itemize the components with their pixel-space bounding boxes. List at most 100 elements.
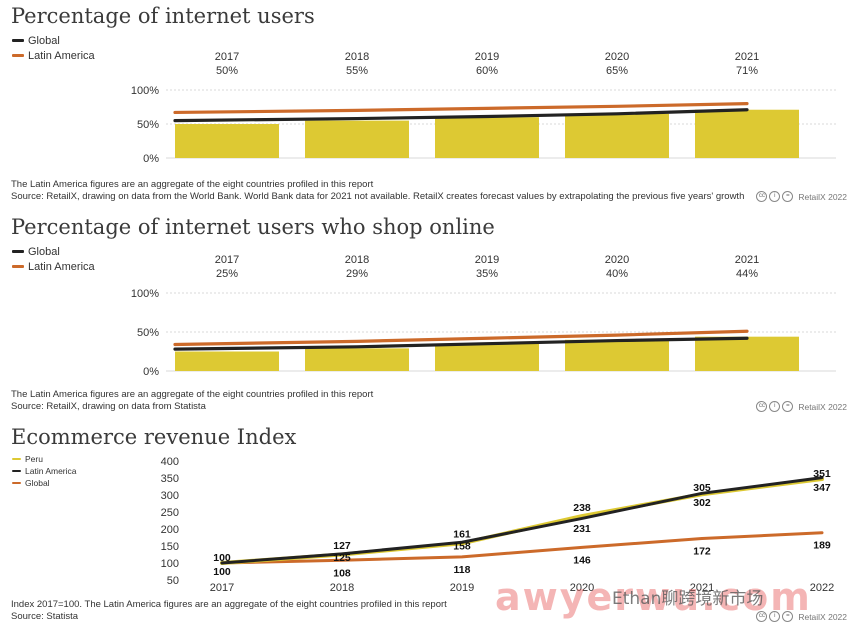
data-label-peru: 125 (333, 552, 351, 564)
chart1-source: Source: RetailX, drawing on data from th… (11, 191, 745, 202)
legend-label-global: Global (28, 34, 60, 47)
category-label: 2018 (345, 51, 369, 63)
x-tick-label: 2018 (330, 582, 354, 594)
data-label-peru: 158 (453, 540, 471, 552)
bar (305, 348, 409, 371)
data-label-global: 172 (693, 546, 711, 558)
watermark-text: awyerwu.com (495, 575, 812, 619)
chart1-note: The Latin America figures are an aggrega… (11, 179, 374, 190)
chart3-legend: Peru Latin America Global (12, 453, 77, 489)
bar-value-label: 71% (736, 65, 758, 77)
data-label-global: 118 (454, 564, 471, 576)
data-label-peru: 302 (693, 497, 711, 509)
bar (175, 351, 279, 371)
chart2-title: Percentage of internet users who shop on… (11, 215, 495, 239)
category-label: 2018 (345, 254, 369, 266)
bar (435, 117, 539, 158)
legend-swatch-latam (12, 265, 24, 268)
legend-swatch-global (12, 39, 24, 42)
by-icon: i (769, 401, 781, 412)
series-line-global (173, 108, 749, 123)
legend-swatch-global (12, 250, 24, 253)
bar (695, 109, 799, 158)
legend-label-latam: Latin America (28, 49, 95, 62)
bar-value-label: 55% (346, 65, 368, 77)
bar (565, 339, 669, 371)
y-tick-label: 50 (167, 575, 179, 587)
bar-value-label: 44% (736, 268, 758, 280)
bar (695, 336, 799, 371)
chart1-title: Percentage of internet users (11, 4, 315, 28)
bar (435, 343, 539, 371)
bar-value-label: 29% (346, 268, 368, 280)
y-tick-label: 100% (131, 85, 159, 97)
series-line-latin-america (173, 329, 749, 347)
data-label-latam: 351 (813, 468, 831, 480)
series-line-global (220, 531, 824, 565)
series-line-peru (220, 477, 824, 565)
legend-label-global: Global (28, 245, 60, 258)
category-label: 2021 (735, 254, 759, 266)
legend-label-global: Global (25, 478, 50, 488)
chart1-legend: Global Latin America (12, 33, 95, 63)
y-tick-label: 50% (137, 119, 159, 131)
chart2-legend: Global Latin America (12, 244, 95, 274)
series-line-latin-america (173, 102, 749, 115)
data-label-global: 108 (333, 567, 351, 579)
y-tick-label: 200 (161, 524, 179, 536)
bar-value-label: 65% (606, 65, 628, 77)
legend-swatch-peru (12, 457, 21, 461)
chart2-plot: 0% 50% 100% 2017 25% 2018 29% 2019 35% 2020 40% 202… (131, 254, 836, 378)
category-label: 2019 (475, 51, 499, 63)
bar-value-label: 25% (216, 268, 238, 280)
chart2-source: Source: RetailX, drawing on data from St… (11, 401, 206, 412)
x-tick-label: 2020 (570, 582, 594, 594)
series-line-latin-america (220, 476, 824, 565)
chart1-plot: 0% 50% 100% 2017 50% 2018 55% 2019 60% 2020 65% 202… (131, 51, 836, 165)
chart3-title: Ecommerce revenue Index (11, 425, 297, 449)
y-tick-label: 0% (143, 153, 159, 165)
series-line-global (173, 336, 749, 351)
category-label: 2019 (475, 254, 499, 266)
bar-value-label: 35% (476, 268, 498, 280)
y-tick-label: 100 (161, 558, 179, 570)
data-label-latam: 100 (213, 552, 231, 564)
cc-icon: cc (756, 191, 768, 202)
by-icon: i (769, 611, 781, 622)
y-tick-label: 150 (161, 541, 179, 553)
nd-icon: = (782, 611, 794, 622)
credit-label: RetailX 2022 (798, 401, 847, 412)
bar-value-label: 60% (476, 65, 498, 77)
chart3-source: Source: Statista (11, 611, 79, 622)
legend-label-latam: Latin America (28, 260, 95, 273)
legend-swatch-latam (12, 54, 24, 57)
bar (305, 120, 409, 158)
category-label: 2020 (605, 254, 629, 266)
credit-label: RetailX 2022 (798, 191, 847, 202)
y-tick-label: 0% (143, 366, 159, 378)
y-tick-label: 300 (161, 490, 179, 502)
watermark-subtext: Ethan聊跨境新市场 (612, 589, 764, 609)
credit-label: RetailX 2022 (798, 611, 847, 622)
chart2-note: The Latin America figures are an aggrega… (11, 389, 374, 400)
data-label-latam: 161 (453, 528, 471, 540)
legend-label-peru: Peru (25, 454, 43, 464)
y-tick-label: 400 (161, 456, 179, 468)
legend-label-latam: Latin America (25, 466, 77, 476)
y-tick-label: 250 (161, 507, 179, 519)
chart3-plot: 50 100 150 200 250 300 350 400 2017 2018 2019 2020 2… (161, 456, 835, 594)
by-icon: i (769, 191, 781, 202)
bar (175, 124, 279, 158)
category-label: 2021 (735, 51, 759, 63)
bar-value-label: 50% (216, 65, 238, 77)
chart2-credit: cc i = RetailX 2022 (756, 401, 847, 412)
data-label-latam: 231 (573, 523, 591, 535)
x-tick-label: 2017 (210, 582, 234, 594)
cc-icon: cc (756, 611, 768, 622)
category-label: 2017 (215, 51, 239, 63)
y-tick-label: 50% (137, 327, 159, 339)
data-label-global: 146 (573, 554, 591, 566)
data-label-latam: 305 (693, 482, 711, 494)
nd-icon: = (782, 401, 794, 412)
bar-value-label: 40% (606, 268, 628, 280)
